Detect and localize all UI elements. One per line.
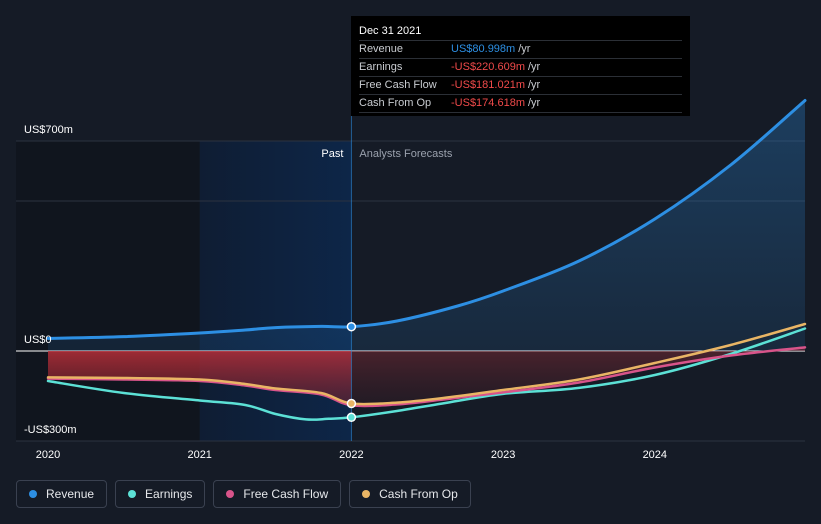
tooltip-row-earnings: Earnings -US$220.609m /yr xyxy=(359,58,682,76)
tooltip-unit: /yr xyxy=(528,61,541,73)
tooltip-row-cash-from-op: Cash From Op -US$174.618m /yr xyxy=(359,94,682,113)
tooltip-value: -US$181.021m xyxy=(451,79,525,91)
legend-item-free-cash-flow[interactable]: Free Cash Flow xyxy=(213,480,342,508)
x-tick-label: 2020 xyxy=(36,449,60,461)
revenue-area xyxy=(48,100,805,351)
legend-label: Earnings xyxy=(145,487,193,501)
negative-area-past xyxy=(48,351,352,406)
legend-label: Revenue xyxy=(46,487,95,501)
tooltip-value: -US$174.618m xyxy=(451,97,525,109)
marker-cash-from-op xyxy=(346,398,357,409)
past-label: Past xyxy=(321,148,343,160)
tooltip-label: Free Cash Flow xyxy=(359,79,437,91)
y-tick-label: -US$300m xyxy=(24,424,77,436)
legend-dot-icon xyxy=(362,490,371,498)
x-tick-label: 2021 xyxy=(187,449,211,461)
x-tick-label: 2023 xyxy=(491,449,515,461)
legend-item-earnings[interactable]: Earnings xyxy=(115,480,206,508)
tooltip-unit: /yr xyxy=(528,79,541,91)
marker-earnings xyxy=(346,412,357,423)
series-line-free-cash-flow xyxy=(46,346,807,408)
marker-revenue xyxy=(346,321,357,332)
legend-label: Cash From Op xyxy=(379,487,458,501)
series-line-cash-from-op xyxy=(46,322,807,406)
forecast-label: Analysts Forecasts xyxy=(359,148,452,160)
x-tick-label: 2024 xyxy=(643,449,667,461)
tooltip-row-revenue: Revenue US$80.998m /yr xyxy=(359,40,682,58)
tooltip-row-free-cash-flow: Free Cash Flow -US$181.021m /yr xyxy=(359,76,682,94)
tooltip-label: Earnings xyxy=(359,61,403,73)
tooltip-value: -US$220.609m xyxy=(451,61,525,73)
legend-dot-icon xyxy=(226,490,235,498)
series-line-revenue xyxy=(46,99,807,340)
y-tick-label: US$0 xyxy=(24,334,52,346)
legend-item-revenue[interactable]: Revenue xyxy=(16,480,108,508)
tooltip-label: Cash From Op xyxy=(359,97,432,109)
tooltip: Dec 31 2021 Revenue US$80.998m /yr Earni… xyxy=(351,16,690,116)
tooltip-value: US$80.998m xyxy=(451,43,516,55)
legend-dot-icon xyxy=(29,490,37,498)
tooltip-unit: /yr xyxy=(528,97,541,109)
tooltip-unit: /yr xyxy=(518,43,531,55)
legend-item-cash-from-op[interactable]: Cash From Op xyxy=(349,480,471,508)
negative-area-forecast xyxy=(351,347,805,406)
legend-dot-icon xyxy=(128,490,137,498)
tooltip-date: Dec 31 2021 xyxy=(359,25,422,37)
y-tick-label: US$700m xyxy=(24,124,73,136)
legend-label: Free Cash Flow xyxy=(243,487,329,501)
tooltip-label: Revenue xyxy=(359,43,404,55)
x-tick-label: 2022 xyxy=(339,449,363,461)
legend: Revenue Earnings Free Cash Flow Cash Fro… xyxy=(16,480,471,508)
